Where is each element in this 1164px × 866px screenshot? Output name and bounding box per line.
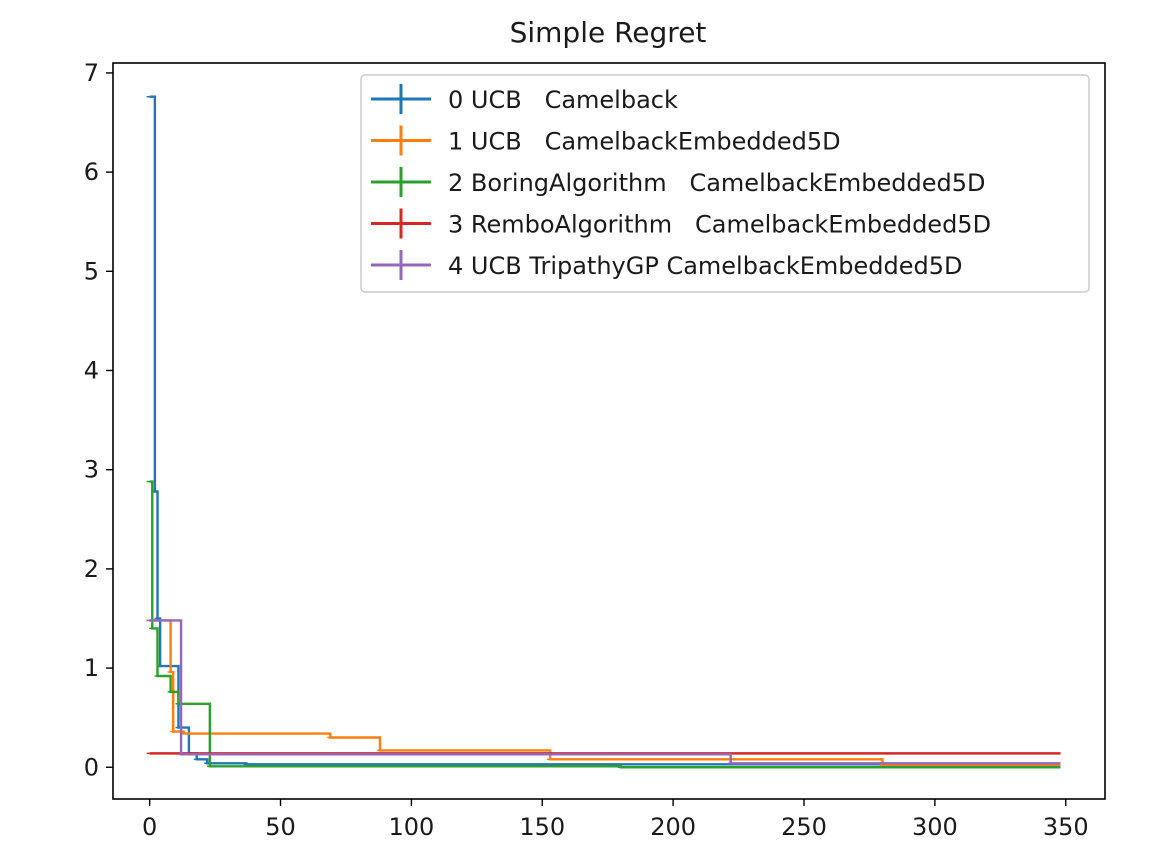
legend: 0 UCB Camelback 1 UCB CamelbackEmbedded5D… bbox=[360, 74, 1090, 293]
y-tick-label: 0 bbox=[84, 753, 99, 781]
x-tick-label: 250 bbox=[781, 813, 827, 841]
y-tick-label: 2 bbox=[84, 555, 99, 583]
y-tick-label: 6 bbox=[84, 158, 99, 186]
plot-area bbox=[146, 95, 1061, 769]
legend-box bbox=[360, 74, 1090, 293]
x-tick-label: 300 bbox=[912, 813, 958, 841]
legend-item-4: 4 UCB TripathyGP CamelbackEmbedded5D bbox=[371, 250, 963, 280]
legend-label: 2 BoringAlgorithm CamelbackEmbedded5D bbox=[448, 169, 986, 197]
series-line-2 bbox=[149, 480, 1061, 769]
series-line-1 bbox=[149, 619, 1061, 767]
x-tick-label: 100 bbox=[388, 813, 434, 841]
x-tick-label: 350 bbox=[1043, 813, 1089, 841]
x-tick-label: 50 bbox=[265, 813, 296, 841]
x-tick-label: 200 bbox=[650, 813, 696, 841]
legend-label: 3 RemboAlgorithm CamelbackEmbedded5D bbox=[448, 211, 991, 239]
y-tick-label: 1 bbox=[84, 654, 99, 682]
legend-label: 4 UCB TripathyGP CamelbackEmbedded5D bbox=[448, 252, 963, 280]
y-tick-label: 5 bbox=[84, 257, 99, 285]
chart-title: Simple Regret bbox=[510, 16, 707, 49]
legend-item-3: 3 RemboAlgorithm CamelbackEmbedded5D bbox=[371, 208, 991, 239]
y-axis: 0 1 2 3 4 5 6 7 bbox=[84, 59, 113, 781]
x-tick-label: 0 bbox=[142, 813, 157, 841]
legend-item-0: 0 UCB Camelback bbox=[371, 84, 678, 114]
y-tick-label: 7 bbox=[84, 59, 99, 87]
legend-item-1: 1 UCB CamelbackEmbedded5D bbox=[371, 125, 841, 156]
y-tick-label: 3 bbox=[84, 456, 99, 484]
x-axis: 0 50 100 150 200 250 300 350 bbox=[142, 799, 1089, 841]
series-line-4 bbox=[149, 619, 1061, 765]
legend-label: 1 UCB CamelbackEmbedded5D bbox=[448, 128, 841, 156]
legend-item-2: 2 BoringAlgorithm CamelbackEmbedded5D bbox=[371, 167, 986, 197]
y-tick-label: 4 bbox=[84, 356, 99, 384]
x-tick-label: 150 bbox=[519, 813, 565, 841]
legend-label: 0 UCB Camelback bbox=[448, 86, 678, 114]
axes-frame bbox=[112, 62, 1106, 800]
